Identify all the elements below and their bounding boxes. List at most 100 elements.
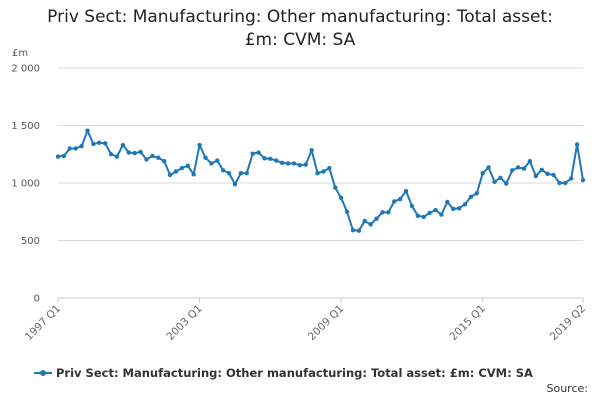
data-point	[344, 209, 350, 214]
y-tick-label: 1 000	[11, 179, 40, 190]
data-point	[79, 144, 84, 149]
y-tick-label: 500	[21, 236, 40, 247]
data-point	[569, 176, 574, 181]
data-point	[173, 169, 179, 174]
data-point	[279, 160, 285, 166]
data-point	[545, 171, 550, 176]
data-point	[262, 156, 267, 161]
y-tick-label: 1 500	[11, 121, 40, 132]
data-point	[250, 151, 255, 156]
data-point	[504, 181, 509, 186]
data-point	[274, 158, 279, 163]
data-point	[114, 154, 120, 159]
data-point	[303, 162, 308, 167]
data-point	[362, 218, 367, 224]
x-tick-label: 2015 Q1	[448, 303, 488, 343]
data-point	[126, 150, 131, 155]
data-point	[179, 165, 185, 171]
data-point	[73, 146, 78, 151]
data-point	[557, 180, 562, 186]
data-point	[480, 171, 485, 176]
data-point	[374, 216, 379, 221]
data-point	[456, 206, 462, 211]
legend-label: Priv Sect: Manufacturing: Other manufact…	[56, 366, 533, 380]
data-point	[386, 210, 391, 215]
data-point	[156, 155, 161, 160]
data-point	[333, 185, 338, 190]
data-point	[392, 199, 397, 204]
data-point	[415, 213, 421, 218]
x-axis: 1997 Q1 2003 Q1 2009 Q1 2015 Q1 2019 Q2	[23, 298, 588, 343]
data-point	[144, 157, 149, 162]
data-point	[315, 171, 320, 176]
data-point	[563, 180, 568, 186]
data-point	[397, 196, 403, 202]
data-point	[197, 142, 202, 148]
data-point	[291, 161, 297, 166]
data-point	[356, 228, 362, 233]
y-tick-label: 2 000	[11, 64, 40, 75]
data-point	[368, 222, 373, 227]
data-point	[91, 141, 96, 147]
legend: Priv Sect: Manufacturing: Other manufact…	[34, 366, 533, 380]
data-point	[285, 161, 291, 166]
data-point	[468, 194, 474, 199]
data-point	[161, 158, 167, 164]
data-point	[256, 150, 261, 155]
data-point	[521, 166, 527, 171]
data-point	[510, 168, 515, 173]
data-point	[433, 207, 438, 213]
data-point	[527, 158, 533, 164]
data-point	[492, 179, 497, 185]
data-point	[474, 191, 480, 196]
data-point	[61, 153, 67, 159]
data-series	[55, 128, 586, 233]
data-point	[102, 141, 108, 146]
chart-title-line-1: Priv Sect: Manufacturing: Other manufact…	[47, 7, 553, 27]
x-tick-label: 1997 Q1	[23, 303, 63, 343]
data-point	[238, 171, 244, 176]
data-point	[350, 227, 356, 233]
data-point	[409, 203, 415, 209]
data-point	[445, 199, 450, 205]
data-point	[244, 171, 249, 176]
data-point	[451, 206, 456, 212]
data-point	[226, 171, 232, 176]
data-point	[191, 172, 196, 177]
data-point	[108, 152, 114, 157]
legend-dot	[40, 370, 46, 376]
data-point	[232, 181, 238, 187]
data-point	[321, 169, 326, 174]
data-point	[327, 165, 332, 171]
data-point	[215, 158, 220, 163]
x-tick-label: 2009 Q1	[306, 303, 346, 343]
data-point	[439, 212, 444, 217]
data-point	[120, 142, 126, 148]
data-point	[580, 177, 586, 183]
legend-swatch	[34, 368, 52, 378]
y-tick-label: 0	[34, 294, 40, 305]
chart-title-line-2: £m: CVM: SA	[244, 30, 356, 50]
source-label: Source:	[546, 382, 589, 395]
data-point	[380, 210, 385, 215]
data-point	[97, 140, 102, 145]
data-point	[55, 154, 61, 159]
data-point	[498, 175, 503, 181]
data-point	[486, 165, 491, 170]
data-point	[533, 173, 539, 179]
data-point	[138, 149, 143, 155]
data-point	[150, 153, 155, 159]
data-point	[539, 167, 544, 172]
data-point	[209, 161, 214, 166]
data-point	[462, 202, 468, 207]
data-point	[185, 163, 190, 168]
data-point	[403, 188, 409, 194]
chart-title: Priv Sect: Manufacturing: Other manufact…	[0, 6, 600, 52]
data-point	[309, 148, 314, 153]
data-point	[338, 195, 344, 201]
x-tick-label: 2019 Q2	[548, 303, 588, 343]
y-axis-ticks: 0 500 1 000 1 500 2 000	[11, 64, 40, 305]
data-point	[268, 156, 273, 162]
x-tick-label: 2003 Q1	[164, 303, 204, 343]
